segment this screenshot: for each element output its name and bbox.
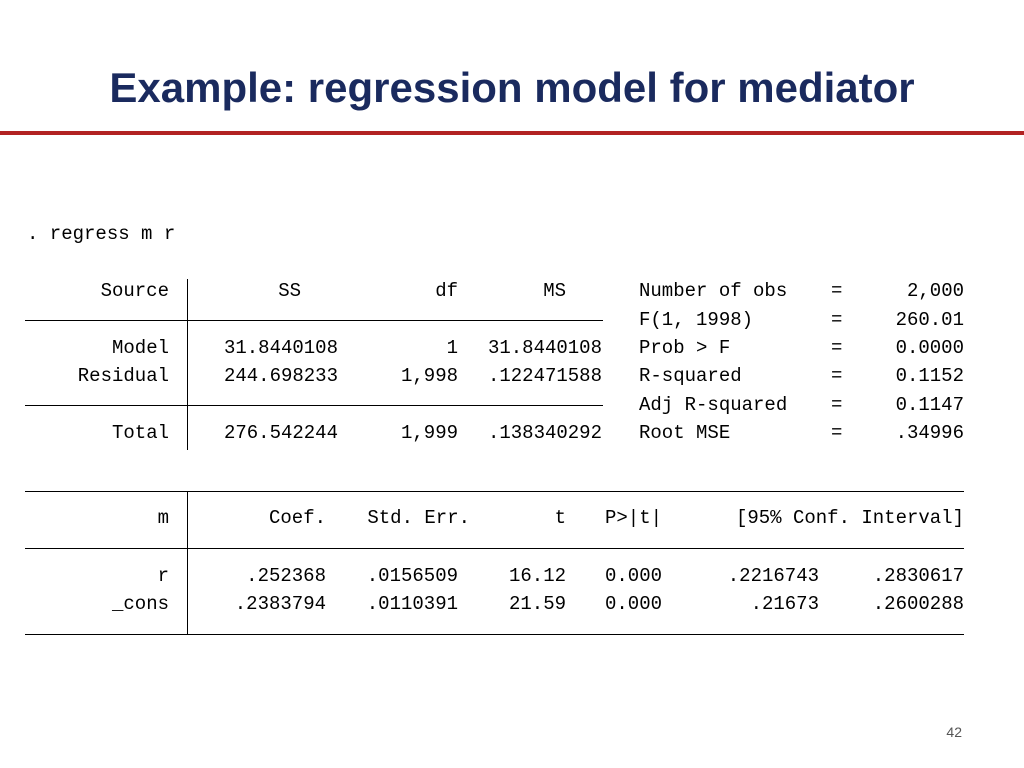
anova-row-ss: 31.8440108 <box>223 337 338 359</box>
anova-row-source: Model <box>111 337 169 359</box>
coef-column-divider <box>187 491 188 634</box>
slide-title: Example: regression model for mediator <box>109 64 915 111</box>
stat-value: 260.01 <box>895 309 964 331</box>
coef-header-coef: Coef. <box>268 507 326 529</box>
coef-row-p: 0.000 <box>604 565 662 587</box>
coef-row-ci-low: .21673 <box>750 593 819 615</box>
stat-value: 0.0000 <box>895 337 964 359</box>
stat-value: .34996 <box>895 422 964 444</box>
coef-top-rule <box>25 491 964 492</box>
stat-value: 0.1152 <box>895 365 964 387</box>
anova-total-rule <box>25 405 603 406</box>
stat-value: 0.1147 <box>895 394 964 416</box>
anova-column-divider <box>187 279 188 450</box>
anova-header-source: Source <box>100 280 169 302</box>
anova-total-source: Total <box>111 422 169 444</box>
stat-equals: = <box>831 365 843 387</box>
anova-row-ms: .122471588 <box>487 365 602 387</box>
coef-row-ci-high: .2830617 <box>872 565 964 587</box>
coef-row-var: _cons <box>111 593 169 615</box>
coef-header-se: Std. Err. <box>367 507 470 529</box>
anova-header-rule <box>25 320 603 321</box>
coef-row-ci-low: .2216743 <box>727 565 819 587</box>
stat-equals: = <box>831 394 843 416</box>
anova-row-ms: 31.8440108 <box>487 337 602 359</box>
stat-label: Prob > F <box>639 337 731 359</box>
coef-header-p: P>|t| <box>604 507 662 529</box>
stat-label: Root MSE <box>639 422 731 444</box>
stat-equals: = <box>831 422 843 444</box>
coef-row-se: .0156509 <box>366 565 458 587</box>
coef-header-var: m <box>157 507 169 529</box>
anova-total-df: 1,999 <box>400 422 458 444</box>
coef-row-se: .0110391 <box>366 593 458 615</box>
coef-row-p: 0.000 <box>604 593 662 615</box>
anova-header-df: df <box>435 280 458 302</box>
coef-header-ci: [95% Conf. Interval] <box>735 507 964 529</box>
stat-label: Number of obs <box>639 280 788 302</box>
coef-bottom-rule <box>25 634 964 635</box>
anova-header-ms: MS <box>543 280 566 302</box>
stat-equals: = <box>831 309 843 331</box>
page-number: 42 <box>946 724 962 740</box>
anova-total-ss: 276.542244 <box>223 422 338 444</box>
anova-row-df: 1 <box>446 337 458 359</box>
stata-command: . regress m r <box>27 223 176 245</box>
stat-label: Adj R-squared <box>639 394 788 416</box>
coef-row-coef: .252368 <box>246 565 326 587</box>
stat-value: 2,000 <box>906 280 964 302</box>
stat-label: R-squared <box>639 365 742 387</box>
anova-row-source: Residual <box>77 365 169 387</box>
stat-equals: = <box>831 337 843 359</box>
anova-row-ss: 244.698233 <box>223 365 338 387</box>
coef-row-ci-high: .2600288 <box>872 593 964 615</box>
coef-header-rule <box>25 548 964 549</box>
anova-header-ss: SS <box>278 280 301 302</box>
anova-total-ms: .138340292 <box>487 422 602 444</box>
stat-equals: = <box>831 280 843 302</box>
coef-row-t: 16.12 <box>508 565 566 587</box>
title-divider <box>0 131 1024 135</box>
coef-header-t: t <box>554 507 566 529</box>
coef-row-var: r <box>157 565 169 587</box>
coef-row-coef: .2383794 <box>234 593 326 615</box>
coef-row-t: 21.59 <box>508 593 566 615</box>
anova-row-df: 1,998 <box>400 365 458 387</box>
stat-label: F(1, 1998) <box>639 309 754 331</box>
